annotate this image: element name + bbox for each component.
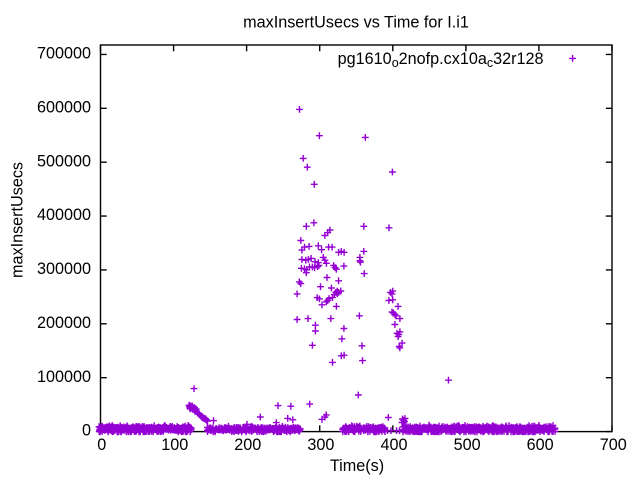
svg-text:700: 700 xyxy=(600,436,627,454)
svg-text:500: 500 xyxy=(454,436,481,454)
svg-text:500000: 500000 xyxy=(37,152,91,170)
svg-text:maxInsertUsecs vs Time for I.i: maxInsertUsecs vs Time for I.i1 xyxy=(243,14,469,32)
svg-text:300: 300 xyxy=(307,436,334,454)
svg-text:200000: 200000 xyxy=(37,314,91,332)
svg-text:200: 200 xyxy=(234,436,261,454)
svg-text:400000: 400000 xyxy=(37,206,91,224)
svg-text:0: 0 xyxy=(97,436,106,454)
svg-text:400: 400 xyxy=(380,436,407,454)
svg-text:100: 100 xyxy=(161,436,188,454)
svg-text:Time(s): Time(s) xyxy=(330,457,384,475)
svg-text:maxInsertUsecs: maxInsertUsecs xyxy=(9,162,27,278)
svg-text:600: 600 xyxy=(527,436,554,454)
svg-text:0: 0 xyxy=(82,422,91,440)
svg-text:300000: 300000 xyxy=(37,260,91,278)
svg-text:600000: 600000 xyxy=(37,98,91,116)
svg-text:100000: 100000 xyxy=(37,368,91,386)
svg-text:700000: 700000 xyxy=(37,45,91,63)
svg-text:pg1610o2nofp.cx10ac32r128: pg1610o2nofp.cx10ac32r128 xyxy=(338,50,544,70)
